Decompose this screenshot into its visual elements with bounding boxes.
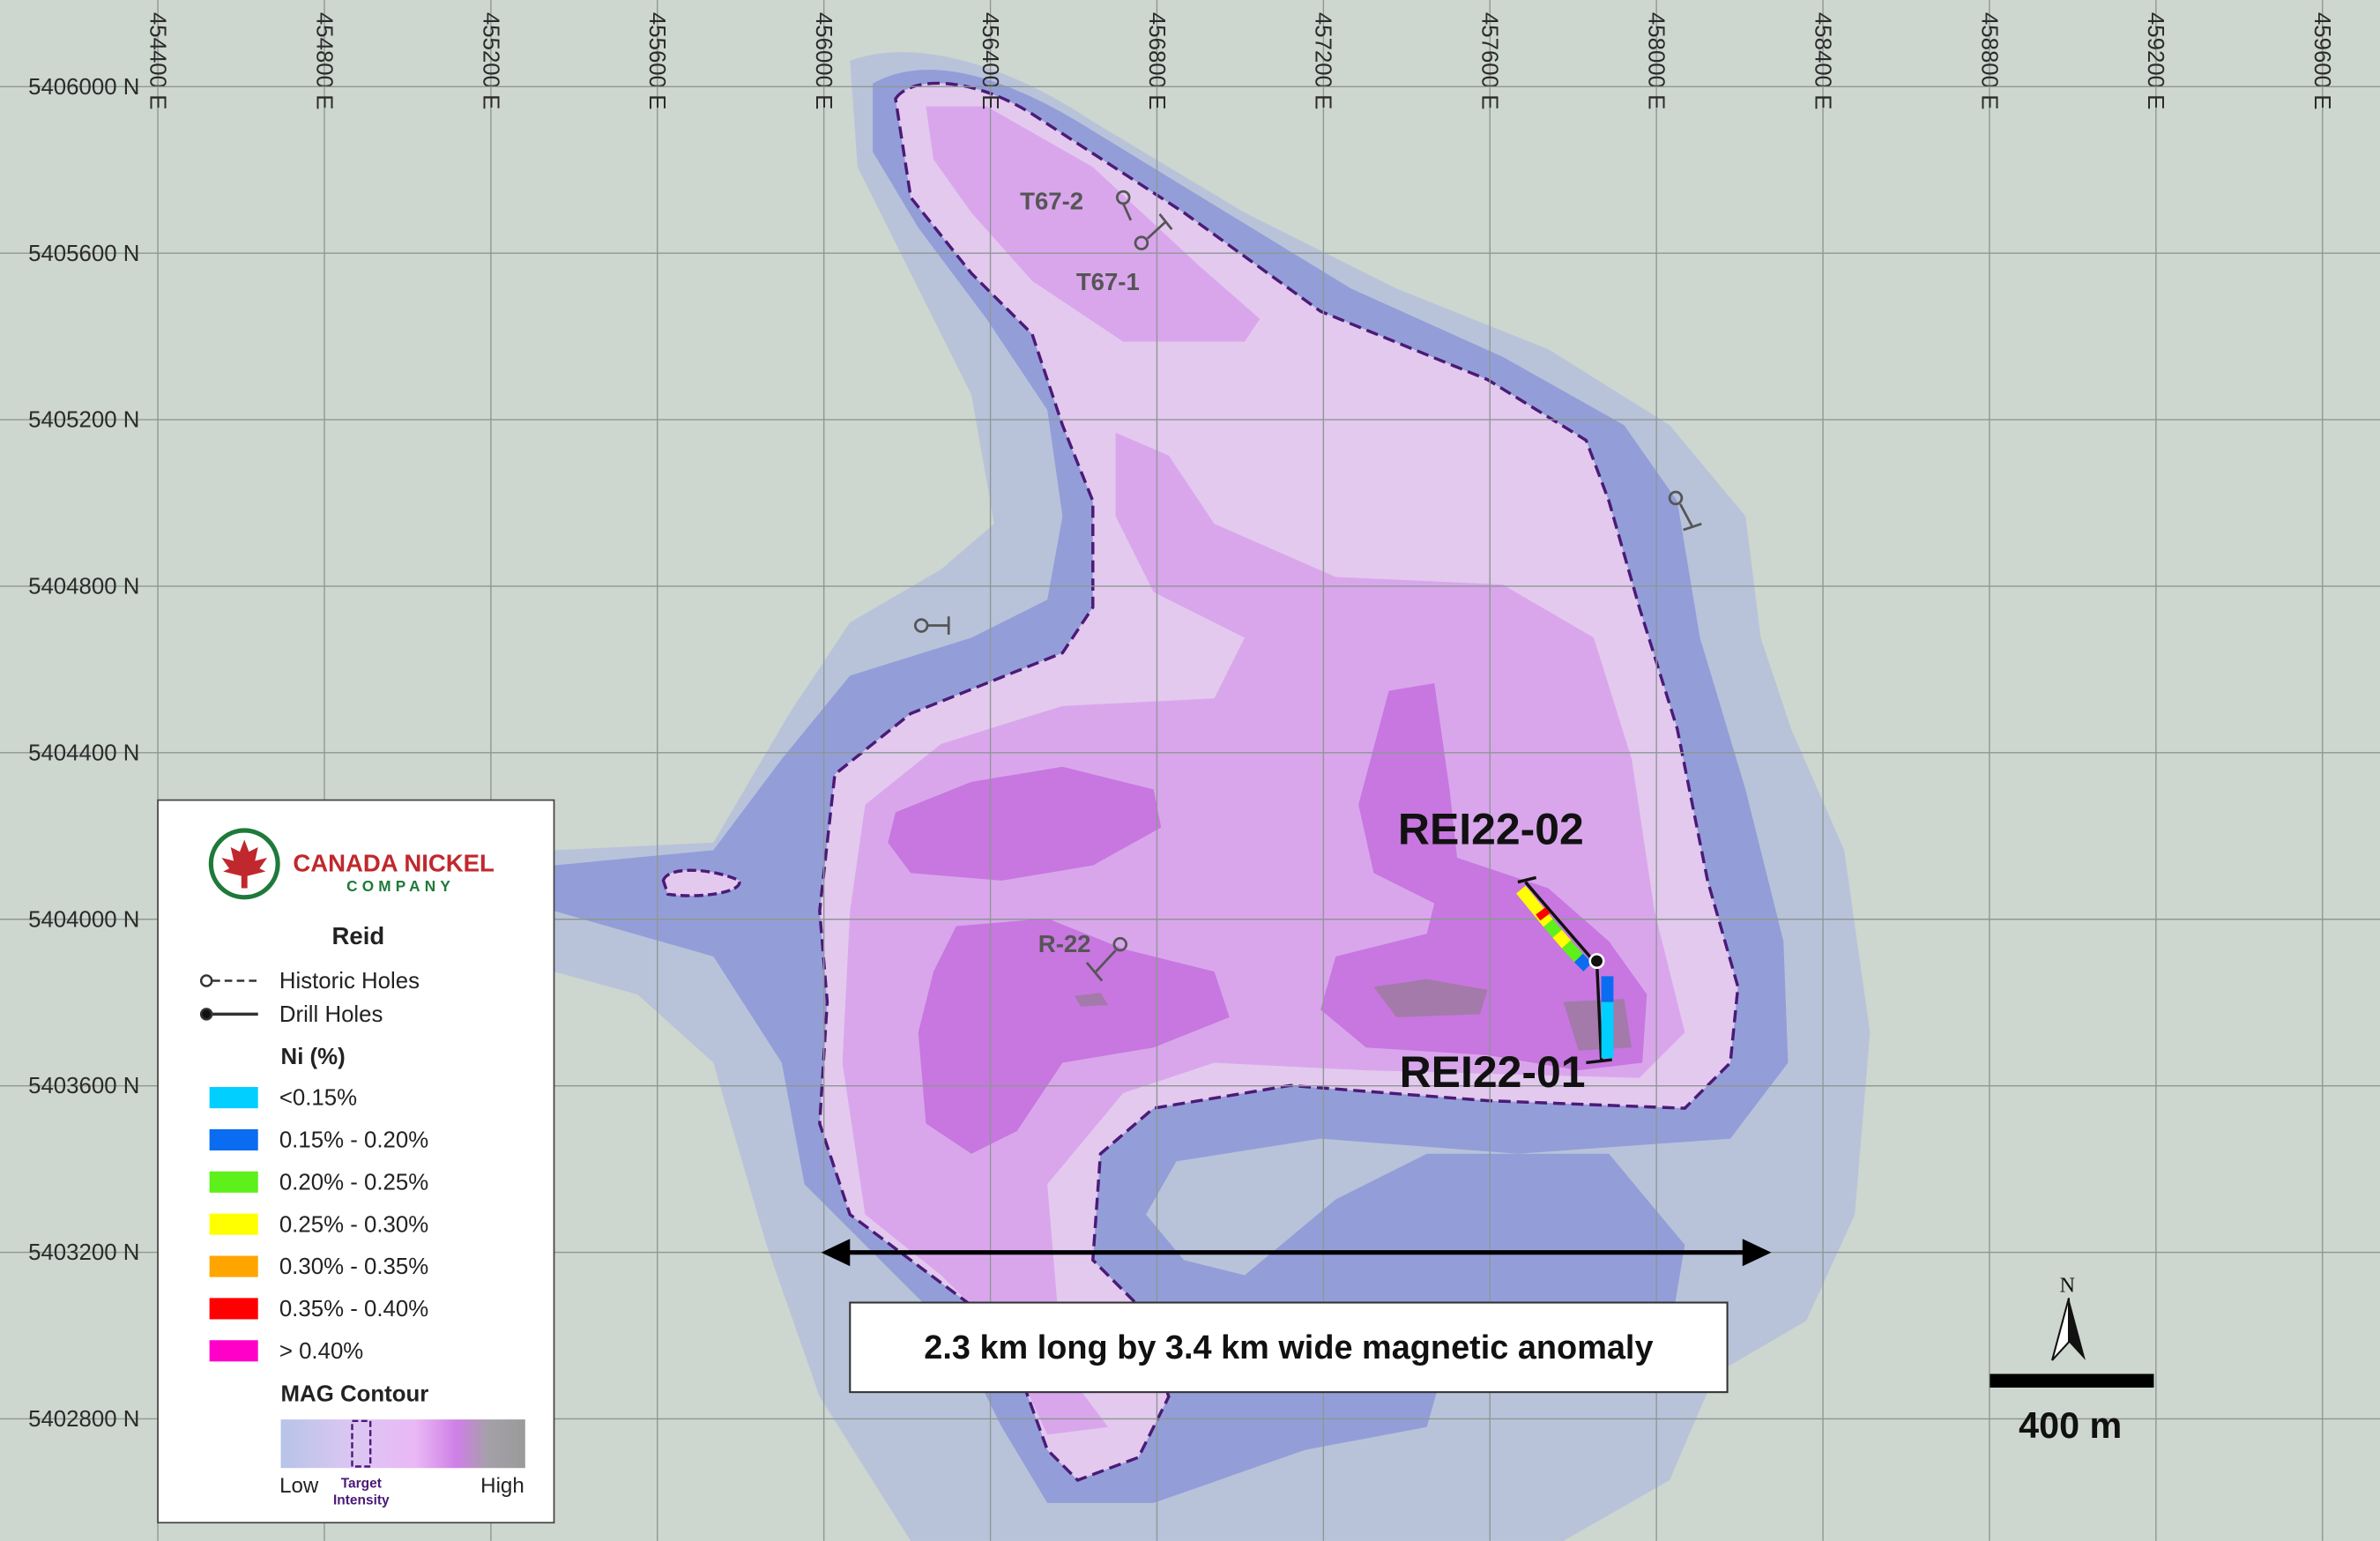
northing-label: 5405200 N (28, 408, 139, 433)
annotation-box (849, 1301, 1729, 1394)
historic-holes (913, 190, 1702, 982)
northing-label: 5403200 N (28, 1240, 139, 1265)
easting-label: 454400 E (145, 12, 169, 110)
hole-label: R-22 (1038, 930, 1091, 957)
easting-label: 457200 E (1311, 12, 1335, 110)
legend-high: High (480, 1474, 524, 1498)
northing-label: 5404400 N (28, 741, 139, 765)
legend-label: Historic Holes (279, 969, 420, 994)
mag-colorbar (280, 1419, 525, 1469)
target-contour (661, 868, 741, 897)
hole-label: T67-1 (1076, 268, 1140, 295)
easting-label: 459200 E (2143, 12, 2168, 110)
easting-label: 458000 E (1644, 12, 1669, 110)
mag-peak (1373, 979, 1488, 1017)
easting-label: 459600 E (2309, 12, 2334, 110)
mag-high-core (888, 766, 1162, 881)
mag-peak (1075, 993, 1109, 1007)
easting-label: 454800 E (311, 12, 336, 110)
legend-label: 0.25% - 0.30% (279, 1212, 428, 1237)
legend: CANADA NICKEL COMPANY Reid Historic Hole… (157, 799, 555, 1524)
target-marker (351, 1419, 372, 1468)
legend-swatch (209, 1298, 258, 1320)
northing-label: 5406000 N (28, 75, 139, 100)
legend-swatch (209, 1171, 258, 1193)
legend-label: <0.15% (279, 1086, 357, 1111)
legend-subtitle: MAG Contour (281, 1381, 429, 1406)
easting-label: 456800 E (1144, 12, 1169, 110)
mag-high (926, 106, 1261, 342)
easting-label: 455600 E (644, 12, 669, 110)
annotation: 2.3 km long by 3.4 km wide magnetic anom… (924, 1329, 1653, 1366)
legend-subtitle: Ni (%) (281, 1045, 346, 1069)
north-label: N (2060, 1274, 2075, 1297)
legend-label: 0.15% - 0.20% (279, 1128, 428, 1153)
logo (221, 839, 268, 889)
north-arrow (2051, 1298, 2071, 1361)
scale-label: 400 m (2019, 1405, 2122, 1446)
legend-target: Intensity (333, 1493, 390, 1508)
legend-label: 0.20% - 0.25% (279, 1170, 428, 1195)
hole-label: T67-2 (1020, 188, 1083, 215)
mag-high-core (918, 918, 1230, 1154)
easting-label: 455200 E (478, 12, 502, 110)
easting-label: 458400 E (1810, 12, 1834, 110)
legend-swatch (209, 1255, 258, 1277)
mag-high-core (1320, 682, 1647, 1071)
northing-label: 5402800 N (28, 1407, 139, 1432)
mag-peak (1563, 999, 1633, 1051)
drill-hole-label: REI22-02 (1398, 805, 1584, 854)
easting-label: 456000 E (811, 12, 836, 110)
easting-label: 457600 E (1477, 12, 1502, 110)
legend-swatch (209, 1128, 258, 1151)
mag-high (842, 432, 1685, 1435)
legend-swatch (209, 1087, 258, 1109)
scale-bar (1990, 1374, 2154, 1388)
legend-company: CANADA NICKEL (293, 850, 495, 877)
northing-label: 5404800 N (28, 575, 139, 599)
legend-title: Reid (332, 922, 385, 949)
legend-label: 0.30% - 0.35% (279, 1254, 428, 1279)
legend-box (157, 799, 555, 1524)
legend-target: Target (341, 1477, 382, 1492)
legend-label: Drill Holes (279, 1002, 383, 1027)
drill-hole-label: REI22-01 (1400, 1047, 1586, 1097)
legend-company-sub: COMPANY (346, 877, 455, 895)
extent-arrow (821, 1239, 1772, 1267)
easting-label: 456400 E (978, 12, 1002, 110)
drill-holes (1516, 875, 1614, 1065)
northing-label: 5405600 N (28, 242, 139, 266)
legend-low: Low (279, 1474, 319, 1498)
legend-swatch (209, 1213, 258, 1235)
northing-label: 5404000 N (28, 907, 139, 932)
legend-label: 0.35% - 0.40% (279, 1297, 428, 1321)
legend-label: > 0.40% (279, 1339, 363, 1364)
legend-swatch (209, 1340, 258, 1362)
north-arrow (2069, 1298, 2086, 1360)
easting-label: 458800 E (1976, 12, 2001, 110)
northing-label: 5403600 N (28, 1074, 139, 1098)
